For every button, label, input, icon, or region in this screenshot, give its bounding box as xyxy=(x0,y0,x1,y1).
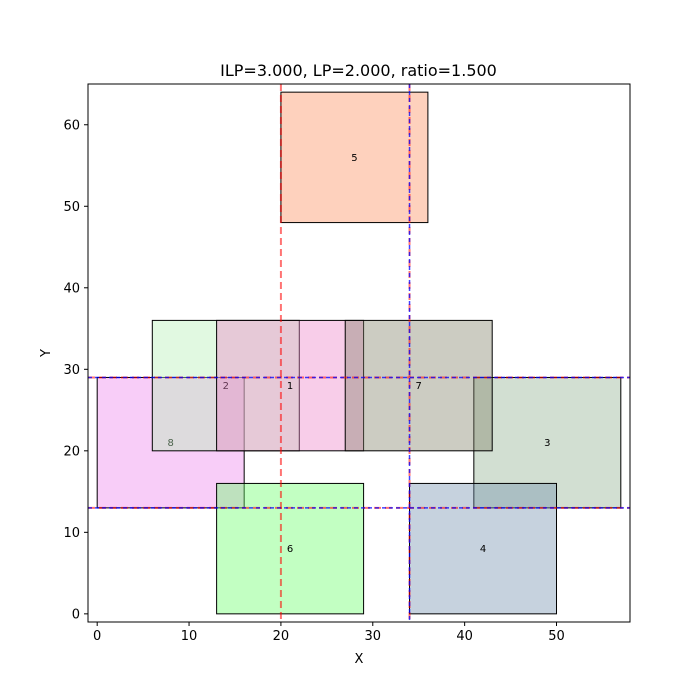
rect-label-6: 6 xyxy=(287,544,293,555)
y-tick-label: 0 xyxy=(72,607,80,622)
guide-lines xyxy=(88,84,630,622)
y-tick-label: 10 xyxy=(63,526,80,541)
x-axis-ticks: 0 10 20 30 40 50 xyxy=(93,622,565,644)
rect-7 xyxy=(344,319,493,452)
rect-label-5: 5 xyxy=(351,153,357,164)
rectangle-layer: 5 8 3 6 4 2 1 7 xyxy=(96,91,622,615)
plot-area xyxy=(88,84,630,622)
rect-label-8: 8 xyxy=(167,438,173,449)
x-axis-label: X xyxy=(355,652,364,667)
x-tick-label: 20 xyxy=(273,629,290,644)
rect-4 xyxy=(409,482,558,615)
rect-8 xyxy=(96,376,245,509)
rect-label-1: 1 xyxy=(287,381,293,392)
y-tick-label: 40 xyxy=(63,281,80,296)
plot-frame xyxy=(87,83,631,623)
y-tick-label: 50 xyxy=(63,200,80,215)
y-tick-label: 60 xyxy=(63,118,80,133)
y-tick-label: 30 xyxy=(63,363,80,378)
rect-6 xyxy=(216,482,365,615)
rect-label-2: 2 xyxy=(223,381,229,392)
rect-3 xyxy=(473,376,622,509)
y-axis-ticks: 0 10 20 30 40 50 60 xyxy=(63,118,88,622)
rect-label-4: 4 xyxy=(480,544,486,555)
y-tick-label: 20 xyxy=(63,444,80,459)
x-tick-label: 30 xyxy=(365,629,382,644)
x-tick-label: 40 xyxy=(456,629,473,644)
rect-5 xyxy=(280,91,429,224)
rect-label-3: 3 xyxy=(544,438,550,449)
x-tick-label: 0 xyxy=(93,629,101,644)
chart-title: ILP=3.000, LP=2.000, ratio=1.500 xyxy=(220,61,497,80)
rect-label-7: 7 xyxy=(416,381,422,392)
rect-1 xyxy=(216,319,365,452)
x-tick-label: 10 xyxy=(181,629,198,644)
x-tick-label: 50 xyxy=(548,629,565,644)
y-axis-label: Y xyxy=(39,349,54,358)
